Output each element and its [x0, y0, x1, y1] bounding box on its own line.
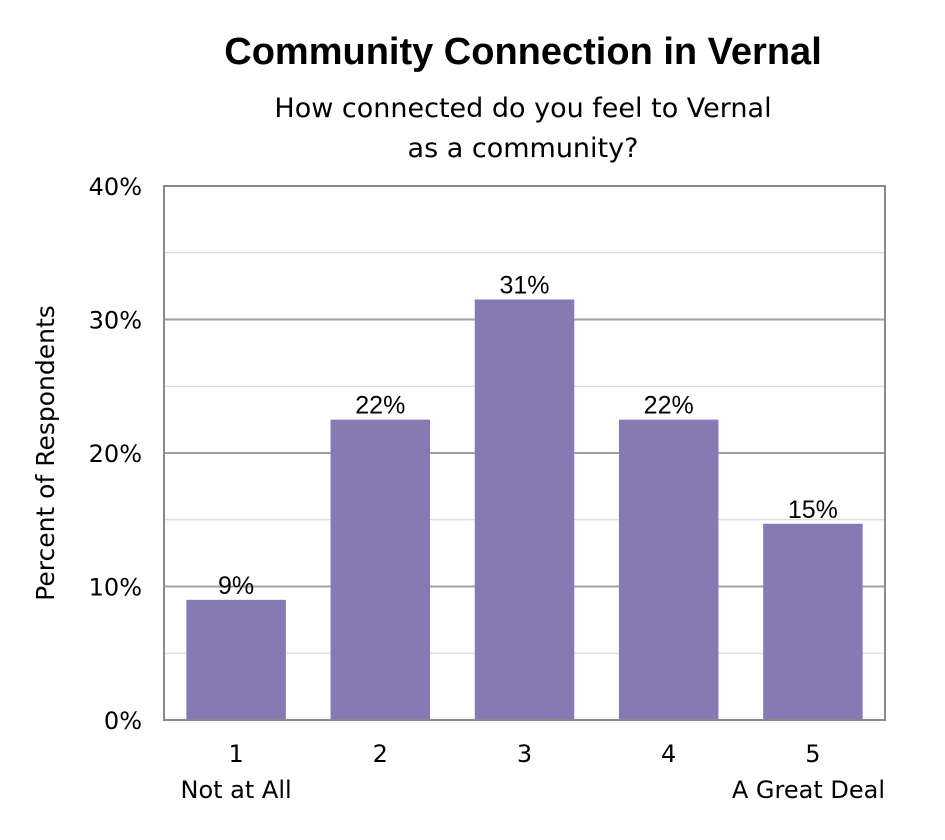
data-labels: 9% 22% 31% 22% 15%	[218, 271, 838, 599]
data-label: 15%	[788, 496, 838, 524]
chart-subtitle-line-1: How connected do you feel to Vernal	[274, 93, 771, 124]
bar	[474, 299, 575, 720]
x-tick-label: 1	[228, 740, 243, 768]
y-tick-label: 0%	[104, 707, 142, 735]
bar	[618, 419, 719, 720]
data-label: 31%	[499, 271, 549, 299]
y-tick-labels: 0% 10% 20% 30% 40%	[89, 173, 142, 735]
bar	[330, 419, 431, 720]
y-axis-label: Percent of Respondents	[31, 305, 60, 601]
x-tick-label: 2	[373, 740, 388, 768]
x-tick-label: 4	[661, 740, 676, 768]
x-tick-label: 5	[805, 740, 820, 768]
x-tick-label: 3	[517, 740, 532, 768]
x-tick-sublabel: A Great Deal	[732, 776, 885, 804]
data-label: 22%	[644, 392, 694, 420]
chart-subtitle-line-2: as a community?	[408, 133, 639, 164]
data-label: 9%	[218, 572, 254, 600]
x-tick-labels: 1 Not at All 2 3 4 5 A Great Deal	[181, 740, 885, 804]
bar	[763, 523, 863, 720]
y-tick-label: 30%	[89, 307, 142, 335]
y-tick-label: 40%	[89, 173, 142, 201]
bars	[186, 299, 863, 720]
chart-title: Community Connection in Vernal	[224, 31, 822, 73]
plot-area-frame	[163, 185, 886, 721]
y-tick-label: 20%	[89, 440, 142, 468]
y-tick-label: 10%	[89, 574, 142, 602]
data-label: 22%	[355, 392, 405, 420]
bar	[186, 599, 286, 720]
x-tick-sublabel: Not at All	[181, 776, 292, 804]
